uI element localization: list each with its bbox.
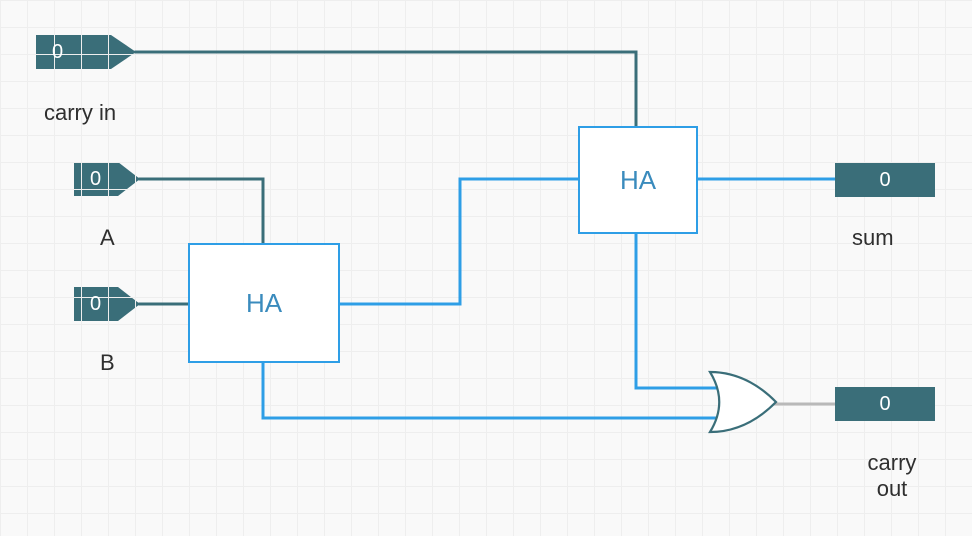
label-sum: sum <box>852 225 894 251</box>
input-b[interactable]: 0 <box>74 287 140 321</box>
ha-box-1-text: HA <box>246 288 282 319</box>
output-carry-out[interactable]: 0 <box>835 387 935 421</box>
wire-ha1-sum-to-ha2 <box>340 179 578 304</box>
ha-box-2-text: HA <box>620 165 656 196</box>
label-carry-in: carry in <box>44 100 116 126</box>
wire-ha1-carry-to-or <box>263 363 718 418</box>
ha-box-1[interactable]: HA <box>188 243 340 363</box>
circuit-canvas: 0 carry in 0 A 0 B HA HA 0 sum 0 carry o… <box>0 0 972 536</box>
input-carry-in-value: 0 <box>52 41 63 64</box>
output-sum[interactable]: 0 <box>835 163 935 197</box>
input-a-value: 0 <box>90 168 101 191</box>
ha-box-2[interactable]: HA <box>578 126 698 234</box>
or-gate[interactable] <box>710 372 776 432</box>
label-b: B <box>100 350 115 376</box>
output-carry-out-value: 0 <box>879 393 890 416</box>
output-sum-value: 0 <box>879 169 890 192</box>
input-a[interactable]: 0 <box>74 162 140 196</box>
wire-cin-to-ha2 <box>136 52 636 126</box>
or-gate-body <box>710 372 776 432</box>
wire-layer <box>0 0 972 536</box>
wire-ha2-carry-to-or <box>636 234 718 388</box>
input-carry-in[interactable]: 0 <box>36 35 136 69</box>
input-b-value: 0 <box>90 293 101 316</box>
label-carry-out: carry out <box>852 450 932 502</box>
label-a: A <box>100 225 115 251</box>
wire-a-to-ha1 <box>140 179 263 243</box>
